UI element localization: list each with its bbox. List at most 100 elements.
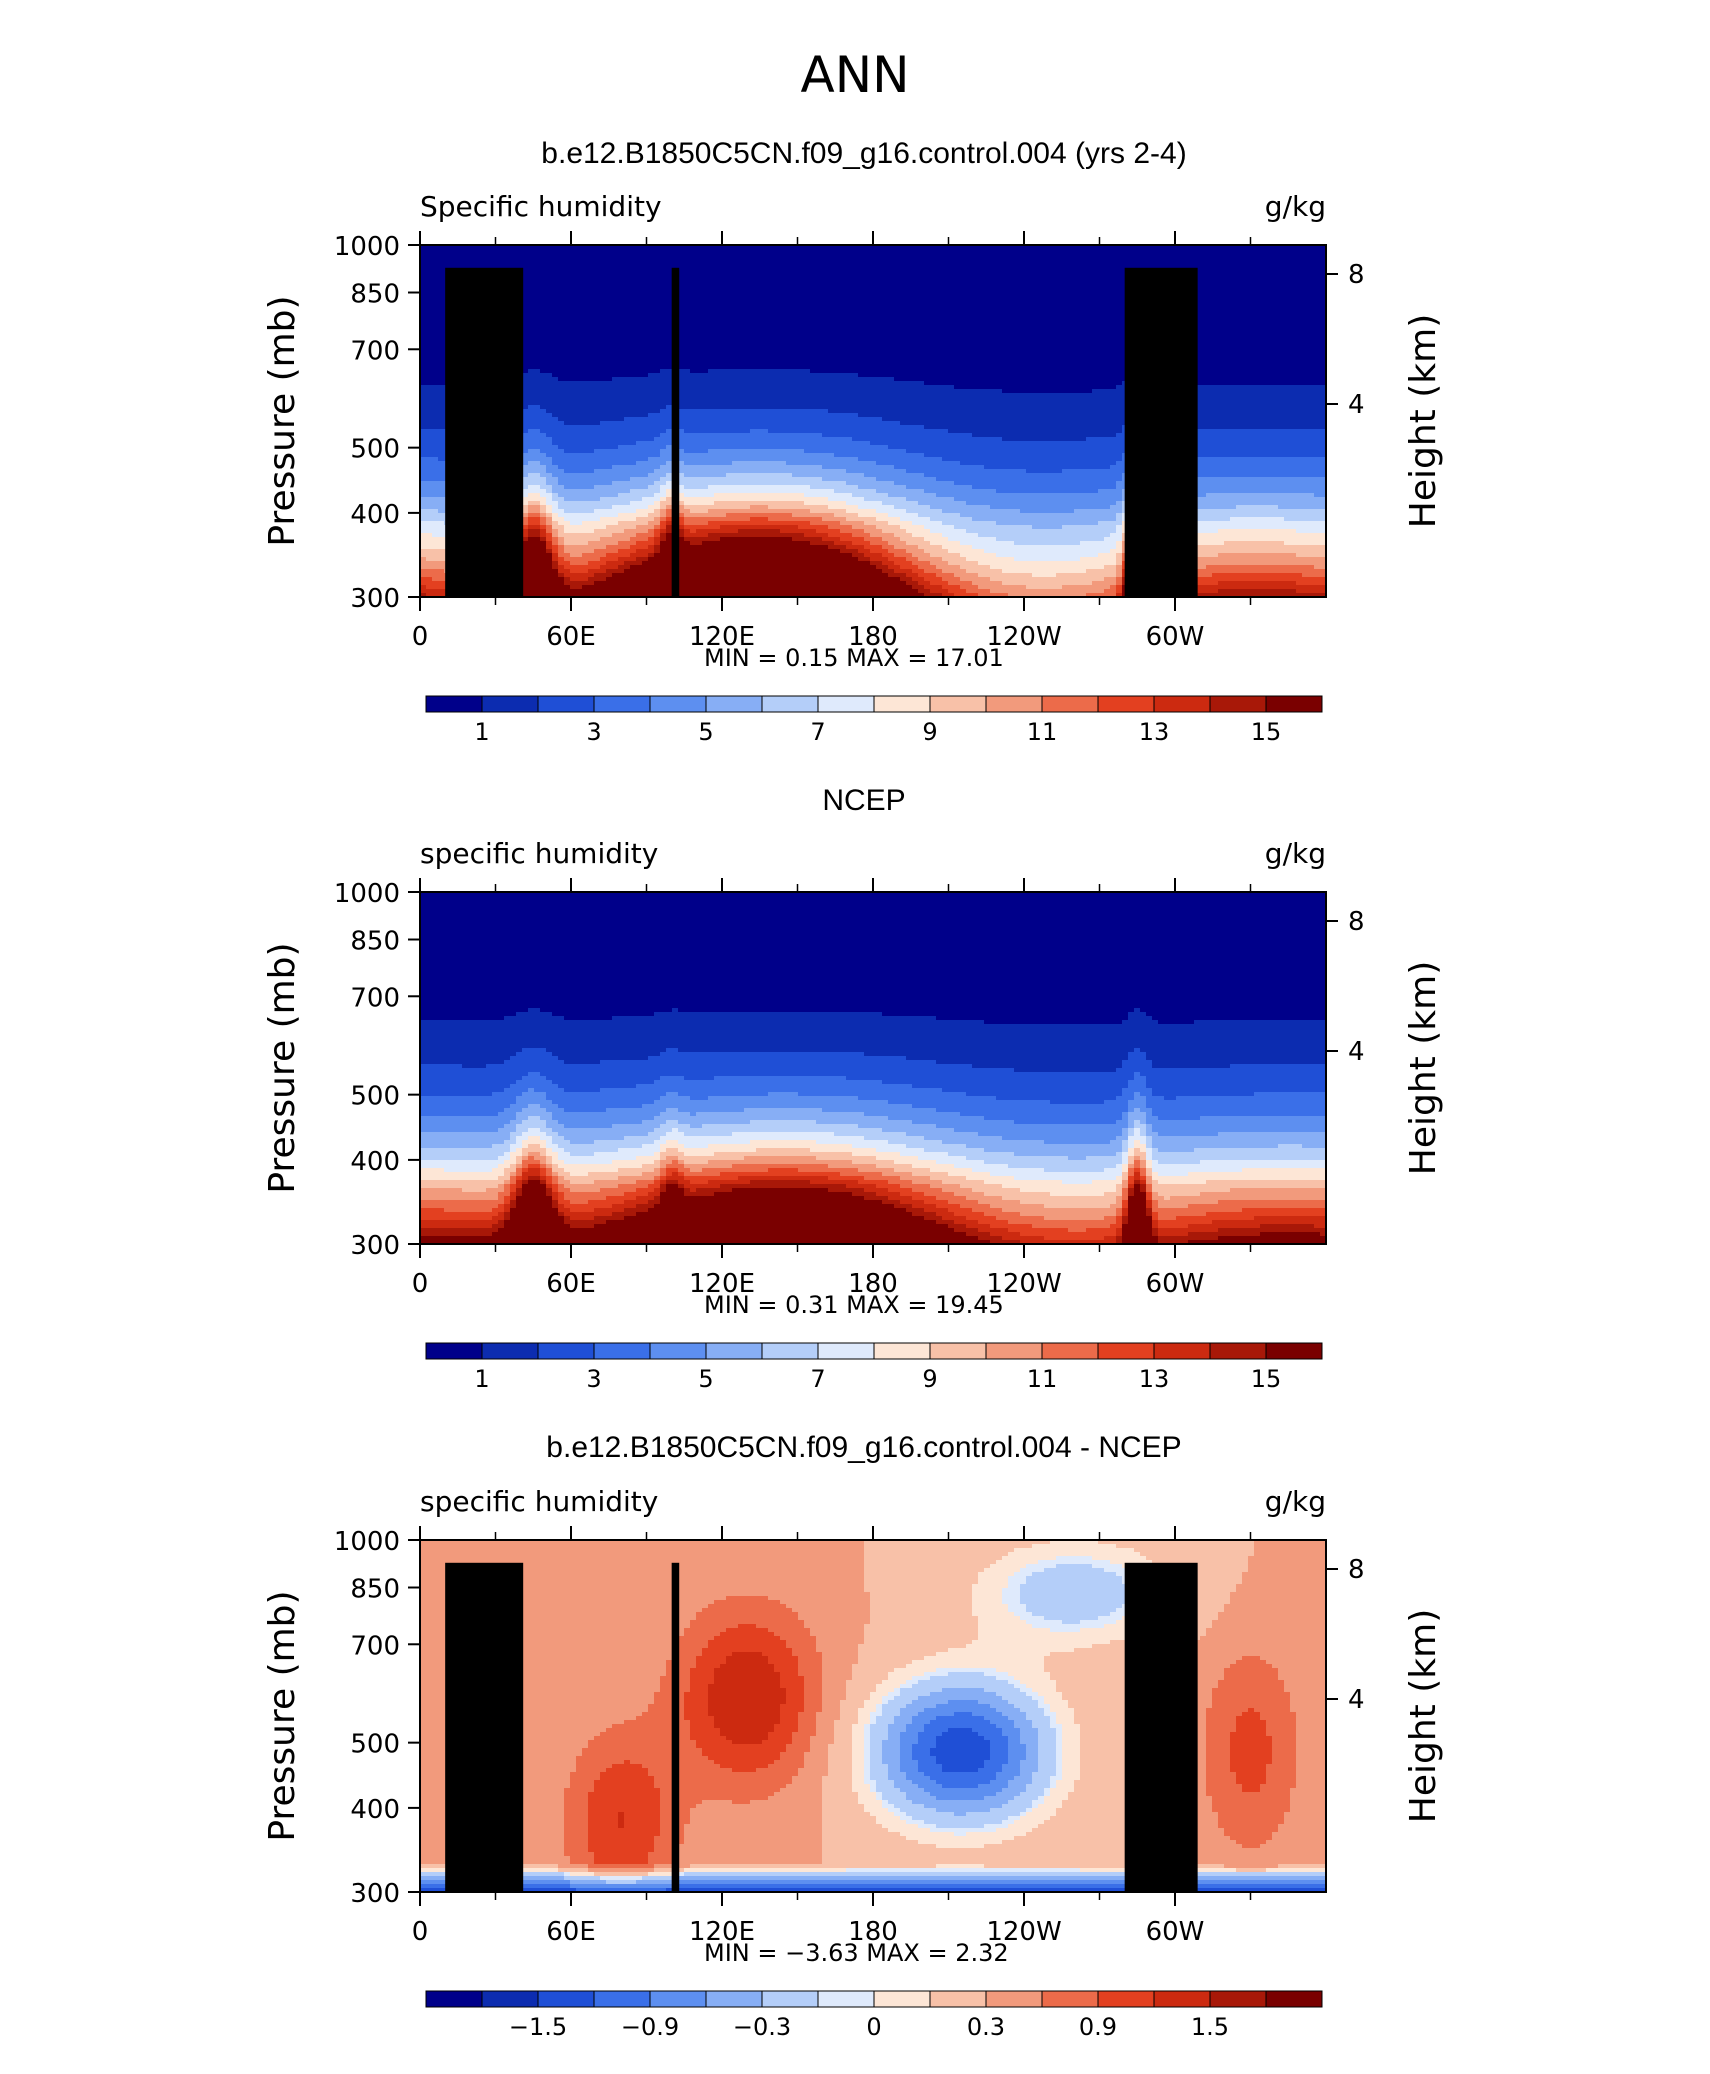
contour-cell — [936, 293, 943, 298]
contour-cell — [1050, 325, 1057, 330]
contour-cell — [876, 265, 883, 270]
contour-cell — [1032, 337, 1039, 342]
contour-cell — [690, 341, 697, 346]
contour-cell — [990, 337, 997, 342]
contour-cell — [816, 333, 823, 338]
contour-cell — [636, 289, 643, 294]
contour-cell — [534, 317, 541, 322]
contour-cell — [1086, 325, 1093, 330]
contour-cell — [954, 277, 961, 282]
contour-cell — [618, 289, 625, 294]
contour-cell — [1278, 253, 1285, 258]
contour-cell — [990, 265, 997, 270]
contour-cell — [1242, 265, 1249, 270]
contour-cell — [954, 321, 961, 326]
contour-cell — [1284, 341, 1291, 346]
panel-1: b.e12.B1850C5CN.f09_g16.control.004 (yrs… — [262, 137, 1444, 746]
contour-cell — [432, 297, 439, 302]
contour-cell — [540, 345, 547, 350]
contour-cell — [552, 277, 559, 282]
contour-cell — [822, 265, 829, 270]
contour-cell — [990, 313, 997, 318]
contour-cell — [978, 257, 985, 262]
contour-cell — [522, 253, 529, 258]
contour-cell — [774, 297, 781, 302]
contour-cell — [1122, 249, 1129, 254]
contour-cell — [942, 273, 949, 278]
contour-cell — [696, 341, 703, 346]
contour-cell — [1104, 333, 1111, 338]
contour-cell — [552, 281, 559, 286]
contour-cell — [726, 337, 733, 342]
contour-cell — [786, 325, 793, 330]
contour-cell — [708, 285, 715, 290]
contour-cell — [702, 261, 709, 266]
contour-cell — [930, 269, 937, 274]
contour-cell — [564, 337, 571, 342]
contour-cell — [594, 301, 601, 306]
contour-cell — [1068, 329, 1075, 334]
contour-cell — [1122, 257, 1129, 262]
contour-cell — [528, 301, 535, 306]
contour-cell — [834, 253, 841, 258]
contour-cell — [576, 309, 583, 314]
contour-cell — [708, 265, 715, 270]
contour-cell — [786, 249, 793, 254]
contour-cell — [546, 313, 553, 318]
contour-cell — [564, 305, 571, 310]
contour-cell — [792, 249, 799, 254]
contour-cell — [1026, 329, 1033, 334]
contour-cell — [690, 333, 697, 338]
contour-cell — [438, 337, 445, 342]
contour-cell — [732, 293, 739, 298]
contour-cell — [528, 269, 535, 274]
contour-cell — [900, 341, 907, 346]
contour-cell — [1098, 309, 1105, 314]
contour-cell — [948, 317, 955, 322]
contour-cell — [1200, 281, 1207, 286]
contour-cell — [972, 309, 979, 314]
contour-cell — [1260, 257, 1267, 262]
contour-cell — [660, 289, 667, 294]
contour-cell — [768, 289, 775, 294]
contour-cell — [870, 313, 877, 318]
contour-cell — [1212, 289, 1219, 294]
contour-cell — [972, 273, 979, 278]
contour-cell — [756, 261, 763, 266]
contour-cell — [870, 253, 877, 258]
contour-cell — [1074, 249, 1081, 254]
contour-cell — [606, 257, 613, 262]
contour-cell — [876, 329, 883, 334]
contour-cell — [924, 277, 931, 282]
contour-cell — [1254, 305, 1261, 310]
contour-cell — [606, 309, 613, 314]
contour-cell — [960, 249, 967, 254]
contour-cell — [462, 261, 469, 266]
contour-cell — [996, 249, 1003, 254]
contour-cell — [1050, 273, 1057, 278]
contour-cell — [894, 305, 901, 310]
contour-cell — [1290, 301, 1297, 306]
contour-cell — [720, 281, 727, 286]
contour-cell — [1134, 261, 1141, 266]
contour-cell — [768, 313, 775, 318]
contour-cell — [594, 285, 601, 290]
contour-cell — [912, 309, 919, 314]
contour-cell — [684, 321, 691, 326]
contour-cell — [588, 345, 595, 350]
contour-cell — [1116, 325, 1123, 330]
contour-cell — [1230, 337, 1237, 342]
contour-cell — [780, 277, 787, 282]
contour-cell — [1194, 249, 1201, 254]
contour-cell — [936, 257, 943, 262]
contour-cell — [1026, 321, 1033, 326]
contour-cell — [924, 305, 931, 310]
contour-cell — [468, 249, 475, 254]
contour-cell — [432, 257, 439, 262]
contour-cell — [972, 265, 979, 270]
contour-cell — [1086, 265, 1093, 270]
contour-cell — [1140, 253, 1147, 258]
contour-cell — [1302, 281, 1309, 286]
contour-cell — [1302, 249, 1309, 254]
contour-cell — [654, 317, 661, 322]
